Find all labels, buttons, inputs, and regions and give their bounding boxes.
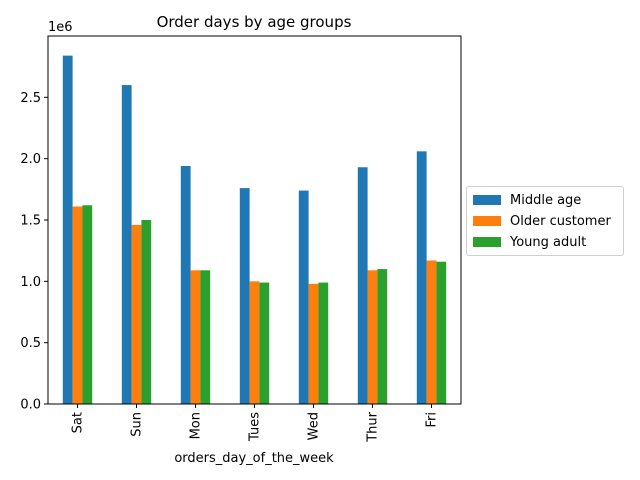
bar-older-customer-sat	[72, 206, 83, 404]
legend-swatch-older-customer	[473, 216, 501, 226]
bar-young-adult-sat	[82, 205, 93, 404]
bar-young-adult-mon	[200, 270, 211, 404]
x-tick-label-sat: Sat	[71, 412, 86, 433]
bar-older-customer-mon	[190, 270, 201, 404]
legend-label-young-adult: Young adult	[510, 234, 587, 250]
legend-swatch-young-adult	[473, 237, 501, 247]
y-scale-label: 1e6	[48, 20, 73, 35]
bar-older-customer-thur	[367, 270, 378, 404]
legend-label-older-customer: Older customer	[510, 213, 611, 229]
bar-middle-age-tues	[239, 188, 250, 404]
legend-item-middle-age: Middle age	[473, 191, 581, 209]
bar-young-adult-tues	[259, 282, 270, 404]
y-tick-label: 1.5	[20, 214, 41, 229]
y-tick-label: 2.5	[20, 91, 41, 106]
x-tick-label-sun: Sun	[130, 412, 145, 437]
x-tick-label-tues: Tues	[248, 412, 263, 442]
bar-young-adult-wed	[318, 282, 329, 404]
x-tick-label-mon: Mon	[189, 412, 204, 439]
x-tick-label-wed: Wed	[307, 412, 322, 440]
bar-older-customer-fri	[426, 260, 437, 404]
legend-swatch-middle-age	[473, 195, 501, 205]
bar-middle-age-sun	[121, 85, 132, 404]
x-axis-ticks: Sat Sun Mon Tues Wed Thur Fri	[71, 404, 440, 443]
y-tick-label: 0.5	[20, 336, 41, 351]
chart-title: Order days by age groups	[157, 13, 352, 31]
legend: Middle age Older customer Young adult	[466, 186, 624, 256]
legend-item-older-customer: Older customer	[473, 212, 611, 230]
bar-older-customer-sun	[131, 224, 142, 404]
bar-middle-age-mon	[180, 166, 191, 404]
y-tick-label: 2.0	[20, 152, 41, 167]
bar-older-customer-tues	[249, 281, 260, 404]
bar-young-adult-sun	[141, 220, 152, 404]
bar-middle-age-sat	[62, 55, 73, 404]
plot-frame	[47, 35, 462, 405]
bars-group	[62, 55, 447, 404]
legend-label-middle-age: Middle age	[510, 192, 582, 208]
x-axis-label: orders_day_of_the_week	[174, 451, 334, 466]
y-tick-label: 0.0	[20, 398, 41, 413]
legend-item-young-adult: Young adult	[473, 233, 586, 251]
bar-young-adult-fri	[436, 261, 447, 404]
x-tick-label-thur: Thur	[366, 411, 381, 442]
bar-middle-age-thur	[357, 167, 368, 404]
x-tick-label-fri: Fri	[425, 412, 440, 428]
bar-young-adult-thur	[377, 269, 388, 404]
bar-middle-age-wed	[298, 190, 309, 404]
bar-older-customer-wed	[308, 283, 319, 404]
y-axis-ticks: 0.0 0.5 1.0 1.5 2.0 2.5	[20, 91, 48, 413]
bar-middle-age-fri	[416, 151, 427, 404]
y-tick-label: 1.0	[20, 275, 41, 290]
